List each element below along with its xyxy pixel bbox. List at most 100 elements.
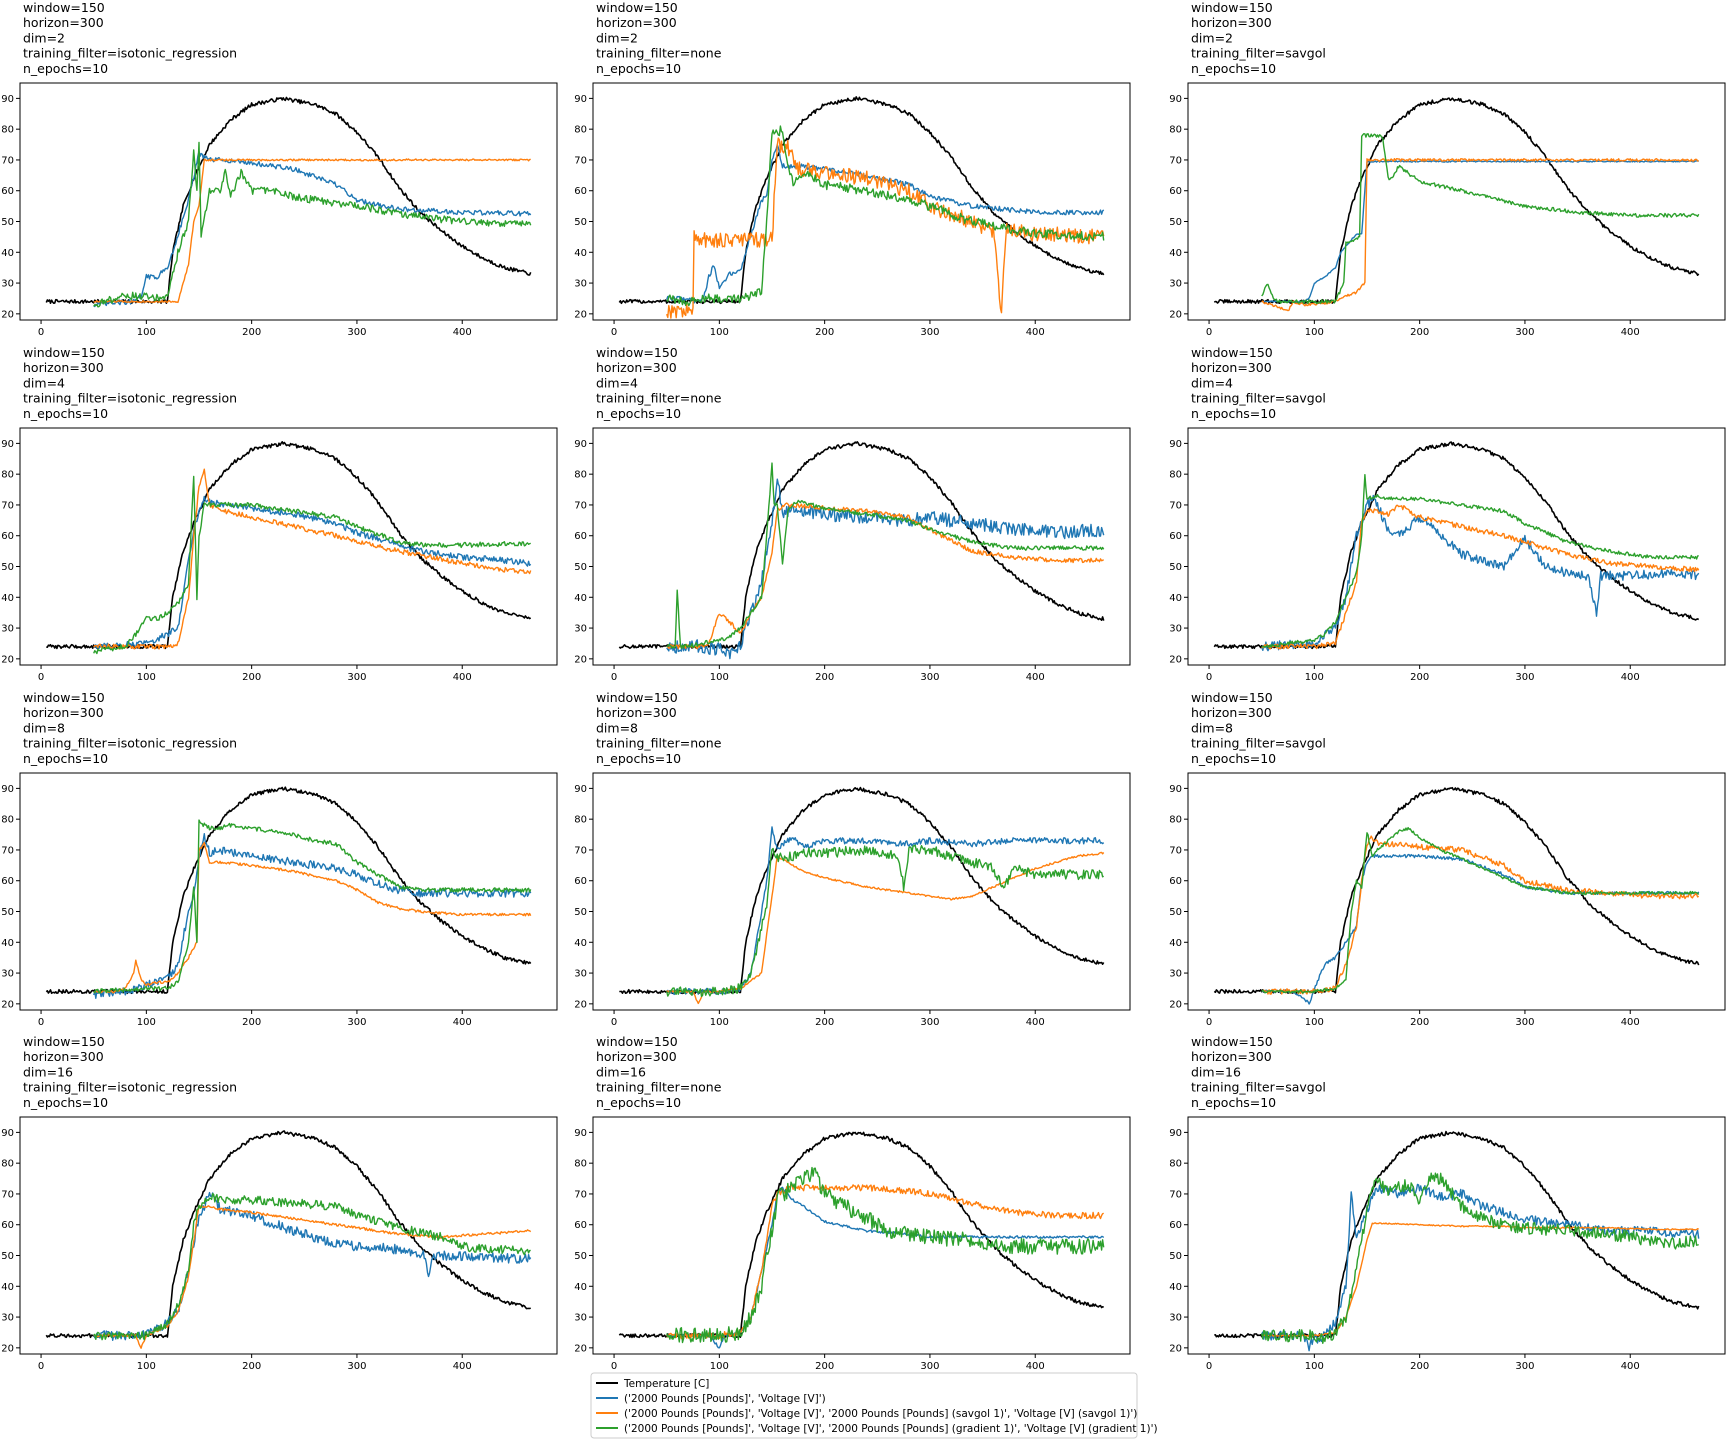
y-tick-label: 40 <box>574 1282 587 1293</box>
y-tick-label: 60 <box>1169 531 1182 542</box>
subplot-title-line: n_epochs=10 <box>596 406 681 421</box>
series-line-voltage <box>667 1187 1104 1348</box>
series-line-voltage <box>1262 1184 1699 1350</box>
subplot-title-line: n_epochs=10 <box>596 61 681 76</box>
y-tick-label: 60 <box>1169 186 1182 197</box>
x-tick-label: 300 <box>1515 672 1534 683</box>
y-tick-label: 80 <box>574 1159 587 1170</box>
subplot-title-line: window=150 <box>1191 345 1273 360</box>
subplot-title-line: window=150 <box>23 690 105 705</box>
series-line-savgol <box>667 503 1104 648</box>
y-tick-label: 20 <box>574 1343 587 1354</box>
y-tick-label: 80 <box>1 815 14 826</box>
subplot-9: window=150 horizon=300 dim=16 training_filt… <box>1 1034 557 1372</box>
y-tick-label: 80 <box>1 125 14 136</box>
y-tick-label: 70 <box>1 845 14 856</box>
x-tick-label: 400 <box>1026 1017 1045 1028</box>
y-tick-label: 30 <box>1 279 14 290</box>
x-tick-label: 400 <box>1026 327 1045 338</box>
y-tick-label: 50 <box>574 1251 587 1262</box>
subplot-title-line: dim=8 <box>596 720 638 735</box>
x-tick-label: 400 <box>453 672 472 683</box>
y-tick-label: 90 <box>1169 784 1182 795</box>
series-line-gradient <box>1262 1173 1699 1343</box>
series-line-temperature <box>619 1132 1103 1337</box>
y-tick-label: 60 <box>574 531 587 542</box>
x-tick-label: 200 <box>1410 1017 1429 1028</box>
series-line-savgol <box>1262 836 1699 994</box>
subplot-title-line: n_epochs=10 <box>596 1095 681 1110</box>
x-tick-label: 100 <box>1305 1017 1324 1028</box>
x-tick-label: 300 <box>1515 1017 1534 1028</box>
series-line-gradient <box>1262 828 1699 994</box>
y-tick-label: 50 <box>574 562 587 573</box>
y-tick-label: 40 <box>574 593 587 604</box>
series-line-temperature <box>619 788 1103 994</box>
subplot-title-line: training_filter=savgol <box>1191 391 1326 406</box>
y-tick-label: 70 <box>574 845 587 856</box>
subplot-6: window=150 horizon=300 dim=8 training_filte… <box>1 690 557 1028</box>
x-tick-label: 0 <box>1206 672 1212 683</box>
x-tick-label: 100 <box>137 1017 156 1028</box>
y-tick-label: 40 <box>1169 593 1182 604</box>
x-tick-label: 100 <box>710 1361 729 1372</box>
y-tick-label: 20 <box>1 309 14 320</box>
y-tick-label: 50 <box>1 562 14 573</box>
subplot-title: window=150 horizon=300 dim=16 training_filt… <box>596 1034 722 1110</box>
subplot-title-line: dim=4 <box>596 375 638 390</box>
series-line-voltage <box>94 834 531 999</box>
x-tick-label: 100 <box>1305 327 1324 338</box>
plot-frame <box>20 428 557 665</box>
subplot-title: window=150 horizon=300 dim=16 training_filt… <box>23 1034 237 1110</box>
y-tick-label: 30 <box>1 1313 14 1324</box>
subplot-7: window=150 horizon=300 dim=8 training_filte… <box>574 690 1130 1028</box>
subplot-title-line: window=150 <box>596 690 678 705</box>
y-tick-label: 20 <box>1 999 14 1010</box>
y-tick-label: 60 <box>1169 1220 1182 1231</box>
subplot-title-line: window=150 <box>596 0 678 15</box>
series-line-temperature <box>46 98 530 304</box>
subplot-title: window=150 horizon=300 dim=2 training_filte… <box>596 0 722 76</box>
x-tick-label: 200 <box>1410 672 1429 683</box>
y-tick-label: 20 <box>574 999 587 1010</box>
subplot-title: window=150 horizon=300 dim=4 training_filte… <box>1191 345 1326 421</box>
subplot-title-line: training_filter=none <box>596 736 722 751</box>
y-tick-label: 50 <box>1169 562 1182 573</box>
y-tick-label: 90 <box>1 94 14 105</box>
y-tick-label: 70 <box>574 1189 587 1200</box>
x-tick-label: 100 <box>137 1361 156 1372</box>
y-tick-label: 30 <box>1169 969 1182 980</box>
y-tick-label: 70 <box>1169 1189 1182 1200</box>
x-tick-label: 100 <box>137 327 156 338</box>
y-tick-label: 20 <box>1169 1343 1182 1354</box>
x-tick-label: 200 <box>242 1017 261 1028</box>
subplot-title-line: n_epochs=10 <box>596 751 681 766</box>
x-tick-label: 400 <box>1621 1017 1640 1028</box>
x-tick-label: 0 <box>38 672 44 683</box>
x-tick-label: 0 <box>1206 327 1212 338</box>
x-tick-label: 200 <box>815 672 834 683</box>
series-line-gradient <box>667 1168 1104 1343</box>
y-tick-label: 30 <box>1169 279 1182 290</box>
y-tick-label: 80 <box>1169 470 1182 481</box>
series-line-temperature <box>46 442 530 649</box>
subplot-title-line: dim=2 <box>23 30 65 45</box>
subplot-title: window=150 horizon=300 dim=8 training_filte… <box>1191 690 1326 766</box>
y-tick-label: 20 <box>1 654 14 665</box>
x-tick-label: 100 <box>137 672 156 683</box>
x-tick-label: 100 <box>1305 1361 1324 1372</box>
x-tick-label: 400 <box>1621 672 1640 683</box>
x-tick-label: 300 <box>347 1361 366 1372</box>
subplot-title-line: dim=16 <box>23 1064 73 1079</box>
subplot-title-line: dim=16 <box>596 1064 646 1079</box>
y-tick-label: 80 <box>574 815 587 826</box>
subplot-title-line: horizon=300 <box>1191 15 1272 30</box>
y-tick-label: 30 <box>1169 624 1182 635</box>
subplot-title-line: dim=4 <box>1191 375 1233 390</box>
y-tick-label: 60 <box>574 186 587 197</box>
y-tick-label: 30 <box>1 624 14 635</box>
subplot-title-line: horizon=300 <box>596 360 677 375</box>
subplot-title-line: dim=2 <box>1191 30 1233 45</box>
plot-frame <box>593 83 1130 320</box>
subplot-2: window=150 horizon=300 dim=2 training_filte… <box>1169 0 1725 338</box>
